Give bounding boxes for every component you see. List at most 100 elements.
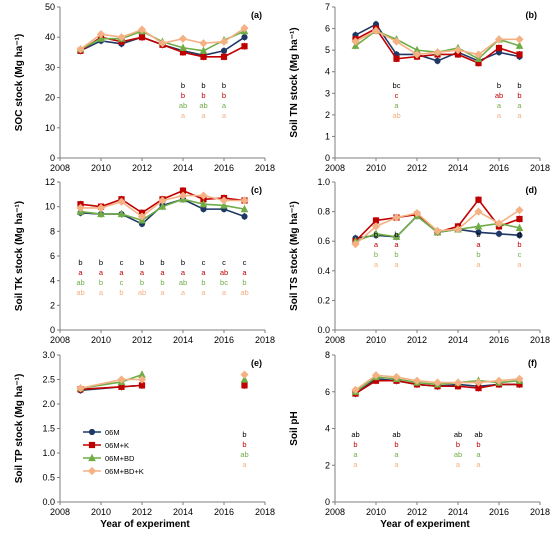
significance-letter: d [517, 230, 521, 239]
y-tick-label: 1.0 [317, 177, 330, 187]
y-tick-label: 0 [50, 325, 55, 335]
significance-letter: a [160, 288, 165, 297]
significance-letter: a [353, 450, 358, 459]
data-point [117, 375, 126, 384]
data-point [392, 37, 401, 46]
significance-letter: b [374, 230, 378, 239]
data-point [220, 47, 228, 54]
data-point [178, 191, 188, 200]
y-tick-label: 4 [325, 424, 330, 434]
significance-letter: b [78, 258, 82, 267]
data-point [76, 45, 85, 54]
data-point [241, 213, 248, 220]
data-point [158, 196, 167, 205]
x-tick-label: 2012 [407, 507, 427, 517]
series-06M+BD+K [76, 191, 249, 221]
data-point [392, 213, 401, 222]
data-point [495, 230, 503, 237]
legend-item: 06M+BD [83, 453, 135, 463]
significance-letter: b [517, 91, 521, 100]
x-tick-label: 2008 [50, 507, 70, 517]
x-tick-label: 2018 [530, 163, 550, 173]
data-point [137, 25, 147, 34]
y-axis-title: Soil TP stock (Mg ha⁻¹) [14, 374, 25, 484]
legend-item: 06M [83, 428, 120, 437]
data-point [412, 376, 422, 385]
data-point [137, 212, 147, 221]
x-tick-label: 2012 [132, 163, 152, 173]
data-point [393, 55, 400, 62]
data-point [515, 206, 524, 215]
significance-letter: a [394, 450, 399, 459]
significance-letter: a [394, 240, 399, 249]
x-tick-label: 2012 [132, 507, 152, 517]
legend-item: 06M+K [83, 441, 129, 450]
y-tick-label: 0.0 [317, 325, 330, 335]
x-tick-label: 2010 [366, 163, 386, 173]
x-tick-label: 2008 [50, 163, 70, 173]
data-point [453, 225, 463, 234]
x-tick-label: 2016 [214, 507, 234, 517]
significance-letter: b [222, 81, 226, 90]
data-point [351, 240, 360, 249]
data-point [117, 209, 126, 218]
significance-letter: a [374, 240, 379, 249]
significance-letter: b [394, 250, 398, 259]
significance-letter: b [374, 250, 378, 259]
y-tick-label: 3 [325, 88, 330, 98]
significance-letter: c [120, 258, 124, 267]
data-point [516, 232, 523, 239]
y-tick-label: 8 [50, 226, 55, 236]
significance-letter: c [243, 258, 247, 267]
data-point [516, 51, 523, 58]
legend-item: 06M+BD+K [83, 466, 144, 476]
panel-label: (b) [526, 10, 538, 20]
x-tick-label: 2018 [255, 335, 275, 345]
x-tick-label: 2014 [173, 507, 193, 517]
x-tick-label: 2018 [255, 507, 275, 517]
y-tick-label: 0 [325, 497, 330, 507]
significance-letter: ab [474, 430, 482, 439]
significance-letter: ab [454, 430, 462, 439]
data-point [412, 50, 422, 59]
x-tick-label: 2014 [448, 335, 468, 345]
significance-letter: b [456, 440, 460, 449]
y-tick-label: 4 [325, 67, 330, 77]
data-point [515, 35, 524, 44]
significance-letter: b [99, 258, 103, 267]
significance-letter: ab [179, 101, 187, 110]
significance-letter: a [201, 111, 206, 120]
data-point [200, 53, 207, 60]
y-axis-title: SOC stock (Mg ha⁻¹) [14, 34, 25, 132]
significance-letter: a [181, 111, 186, 120]
significance-letter: b [242, 440, 246, 449]
significance-letter: c [120, 278, 124, 287]
significance-letter: b [353, 440, 357, 449]
y-tick-label: 4 [50, 276, 55, 286]
significance-letter: a [517, 101, 522, 110]
y-tick-label: 0.6 [317, 236, 330, 246]
panel-label: (e) [251, 358, 262, 368]
data-point [241, 382, 248, 389]
legend: 06M 06M+K 06M+BD 06M+BD+K [83, 428, 144, 476]
data-point [433, 48, 442, 57]
significance-letter: a [476, 450, 481, 459]
x-tick-label: 2014 [448, 507, 468, 517]
significance-letter: a [201, 288, 206, 297]
data-point [179, 43, 187, 51]
y-axis-title: Soil pH [289, 411, 300, 445]
significance-letter: b [140, 278, 144, 287]
significance-letter: b [476, 250, 480, 259]
significance-letter: b [99, 278, 103, 287]
y-tick-label: 6 [50, 251, 55, 261]
x-tick-label: 2010 [91, 163, 111, 173]
significance-letter: b [242, 278, 246, 287]
significance-letter: a [517, 260, 522, 269]
significance-letter: a [222, 101, 227, 110]
significance-letter: ab [76, 278, 84, 287]
data-point [97, 34, 105, 42]
y-tick-label: 2.5 [42, 375, 55, 385]
significance-letter: a [242, 268, 247, 277]
significance-letter: b [119, 288, 123, 297]
data-point [137, 375, 147, 384]
